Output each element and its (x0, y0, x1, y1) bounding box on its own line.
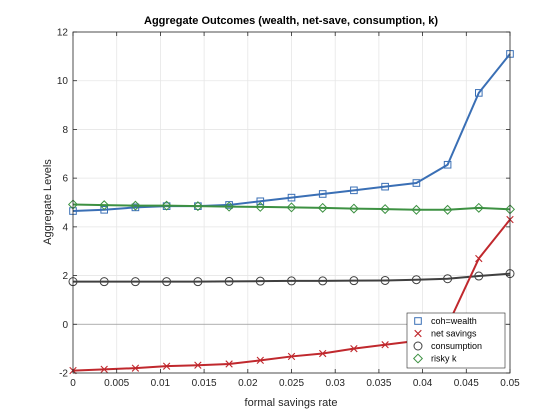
data-point (411, 204, 422, 215)
y-tick-label: 10 (57, 76, 69, 87)
data-point (193, 277, 203, 287)
data-point (161, 200, 172, 211)
data-point (318, 276, 328, 286)
data-point (225, 360, 233, 368)
data-point (256, 356, 264, 365)
data-point (317, 202, 328, 213)
data-point (443, 160, 452, 169)
legend-item: coh=wealth (414, 316, 477, 326)
legend-label: consumption (431, 341, 482, 351)
data-point (99, 200, 110, 211)
data-point (162, 277, 172, 287)
data-point (256, 197, 265, 206)
data-point (255, 276, 265, 286)
y-tick-label: 4 (62, 222, 68, 233)
series-line (72, 53, 511, 213)
x-tick-label: 0.02 (238, 378, 258, 389)
x-tick-label: 0.015 (192, 378, 217, 389)
data-point (287, 193, 296, 202)
legend-item: risky k (412, 353, 457, 364)
data-point (100, 206, 109, 214)
ticks (72, 31, 511, 374)
data-point (381, 182, 389, 191)
data-point (381, 341, 389, 349)
data-point (348, 203, 359, 214)
data-point (192, 201, 203, 212)
data-point (287, 352, 296, 361)
y-tick-label: -2 (59, 369, 68, 380)
x-tick-label: 0.04 (413, 378, 433, 389)
y-tick-label: 2 (62, 271, 68, 282)
data-point (194, 361, 202, 369)
legend-label: net savings (431, 329, 477, 339)
y-tick-label: 8 (62, 125, 68, 136)
data-point (319, 349, 327, 358)
legend-label: risky k (431, 354, 457, 364)
legend-marker (414, 329, 422, 338)
data-point (99, 277, 109, 287)
x-tick-label: 0.03 (325, 378, 345, 389)
x-tick-label: 0.05 (500, 378, 520, 389)
legend-item: consumption (413, 341, 482, 351)
data-point (443, 274, 453, 284)
data-point (255, 201, 266, 212)
x-tick-label: 0.005 (104, 378, 129, 389)
data-point (130, 200, 141, 211)
legend-marker (414, 317, 422, 325)
series-line (73, 272, 511, 283)
legend: coh=wealth net savings consumption risky k (406, 312, 506, 369)
data-point (473, 202, 484, 213)
chart-title: Aggregate Outcomes (wealth, net-save, co… (144, 15, 438, 27)
data-point (412, 179, 421, 187)
x-tick-label: 0.035 (366, 378, 391, 389)
data-point (286, 202, 297, 213)
x-tick-label: 0.025 (279, 378, 304, 389)
x-axis-label: formal savings rate (245, 397, 338, 409)
data-point (100, 365, 108, 374)
data-point (475, 254, 483, 263)
legend-label: coh=wealth (431, 316, 477, 326)
legend-item: net savings (414, 329, 477, 339)
x-tick-label: 0.045 (454, 378, 479, 389)
data-point (411, 275, 421, 285)
data-point (350, 186, 358, 195)
legend-marker (412, 353, 424, 364)
y-tick-label: 0 (62, 320, 68, 331)
data-point (130, 277, 140, 287)
data-point (442, 204, 453, 215)
y-tick-label: 6 (62, 174, 68, 185)
data-point (350, 344, 358, 353)
data-point (162, 362, 171, 370)
data-point (474, 271, 484, 281)
data-point (224, 201, 235, 212)
data-point (131, 364, 140, 372)
series-line (72, 203, 511, 211)
series-risky-k (67, 199, 516, 215)
data-point (224, 276, 234, 286)
data-point (380, 275, 390, 285)
x-tick-label: 0 (70, 378, 76, 389)
x-tick-label: 0.01 (151, 378, 171, 389)
data-point (349, 276, 359, 286)
data-point (318, 190, 327, 198)
y-axis-label: Aggregate Levels (42, 159, 54, 245)
data-point (380, 204, 391, 215)
tick-labels: 0 0.005 0.01 0.015 0.02 0.025 0.03 0.035 0.04 0.0… (57, 28, 520, 390)
data-point (287, 276, 296, 286)
legend-box (406, 312, 506, 369)
legend-marker (413, 341, 423, 351)
data-point (474, 89, 483, 97)
y-tick-label: 12 (57, 28, 69, 39)
